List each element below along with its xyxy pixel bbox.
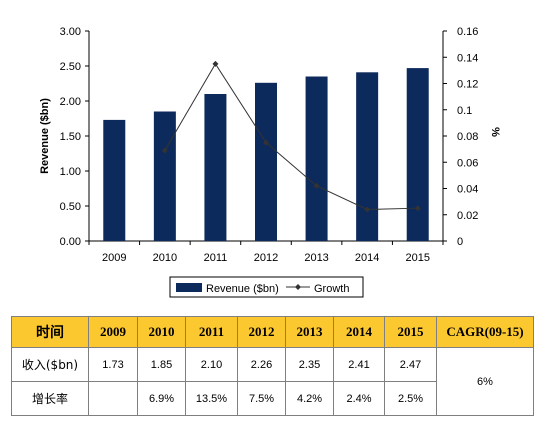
x-tick-label: 2011 <box>204 252 228 264</box>
legend-marker-growth <box>295 284 301 290</box>
header-cell-2014: 2014 <box>333 316 385 348</box>
growth-point <box>414 205 421 212</box>
legend-label-revenue: Revenue ($bn) <box>206 283 279 295</box>
revenue-cell-2015: 2.47 <box>384 347 437 382</box>
table-row-growth: 增长率 6.9% 13.5% 7.5% 4.2% 2.4% 2.5% <box>11 381 534 416</box>
growth-cell-2012: 7.5% <box>237 381 286 416</box>
x-tick-label: 2013 <box>304 252 328 264</box>
legend-label-growth: Growth <box>314 283 349 295</box>
growth-point <box>212 60 219 67</box>
growth-point <box>263 139 269 146</box>
revenue-bar <box>406 68 429 241</box>
data-table: 时间 2009 2010 2011 2012 2013 2014 2015 CA… <box>11 316 534 416</box>
header-cell-2015: 2015 <box>384 316 437 348</box>
right-tick-label: 0.04 <box>457 184 478 196</box>
revenue-cell-2010: 1.85 <box>137 347 186 382</box>
right-tick-label: 0.12 <box>457 79 478 91</box>
legend-swatch-revenue <box>176 283 202 292</box>
header-cell-time: 时间 <box>11 316 89 348</box>
growth-cell-2011: 13.5% <box>185 381 238 416</box>
revenue-bar <box>305 76 328 241</box>
x-tick-label: 2009 <box>102 252 126 264</box>
revenue-bar <box>255 82 277 241</box>
revenue-bar <box>153 111 176 241</box>
row-label-revenue: 收入($bn) <box>11 347 89 382</box>
header-cell-2011: 2011 <box>185 316 238 348</box>
growth-cell-2009 <box>88 381 138 416</box>
right-tick-label: 0.14 <box>457 52 478 64</box>
right-tick-label: 0.06 <box>457 157 478 169</box>
right-tick-label: 0.08 <box>457 131 478 143</box>
left-tick-label: 2.50 <box>60 61 81 73</box>
table-header-row: 时间 2009 2010 2011 2012 2013 2014 2015 CA… <box>11 316 534 348</box>
row-label-growth: 增长率 <box>11 381 89 416</box>
left-tick-label: 2.00 <box>60 96 81 108</box>
revenue-cell-2011: 2.10 <box>185 347 238 382</box>
chart-canvas: 0.00 0.50 1.00 1.50 2.00 2.50 3.00 0 0.02 0.04 0.0… <box>39 26 501 298</box>
growth-cell-2010: 6.9% <box>137 381 186 416</box>
combo-chart: 0.00 0.50 1.00 1.50 2.00 2.50 3.00 0 0.02 0.04 0.0… <box>39 26 501 298</box>
left-tick-label: 1.00 <box>60 166 81 178</box>
table-row-revenue: 收入($bn) 1.73 1.85 2.10 2.26 2.35 2.41 2.… <box>11 347 534 416</box>
x-tick-label: 2015 <box>405 252 429 264</box>
header-cell-2013: 2013 <box>285 316 334 348</box>
x-tick-label: 2010 <box>153 252 177 264</box>
growth-cell-2015: 2.5% <box>384 381 437 416</box>
header-cell-2009: 2009 <box>88 316 138 348</box>
revenue-cell-2014: 2.41 <box>333 347 385 382</box>
right-tick-label: 0.1 <box>457 105 472 117</box>
left-tick-label: 0.00 <box>60 236 81 248</box>
header-cell-2010: 2010 <box>137 316 186 348</box>
right-tick-label: 0.16 <box>457 26 478 38</box>
legend-box <box>169 276 364 298</box>
header-cell-cagr: CAGR(09-15) <box>436 316 534 348</box>
growth-line <box>164 62 418 211</box>
right-tick-label: 0 <box>457 236 463 248</box>
x-tick-label: 2012 <box>254 252 278 264</box>
revenue-bar <box>204 94 227 241</box>
left-tick-label: 0.50 <box>60 201 81 213</box>
revenue-cell-2012: 2.26 <box>237 347 286 382</box>
growth-cell-2013: 4.2% <box>285 381 334 416</box>
revenue-cell-2009: 1.73 <box>88 347 138 382</box>
right-axis-title: % <box>489 127 501 137</box>
left-tick-label: 3.00 <box>60 26 81 38</box>
growth-point <box>364 206 371 213</box>
growth-cell-2014: 2.4% <box>333 381 385 416</box>
left-tick-label: 1.50 <box>60 131 81 143</box>
growth-point <box>313 182 320 189</box>
header-cell-2012: 2012 <box>237 316 286 348</box>
revenue-bar <box>356 72 379 241</box>
growth-point <box>161 147 168 154</box>
right-tick-label: 0.02 <box>457 210 478 222</box>
x-tick-label: 2014 <box>355 252 379 264</box>
cagr-value-cell: 6% <box>436 347 534 416</box>
revenue-cell-2013: 2.35 <box>285 347 334 382</box>
revenue-bar <box>103 119 126 241</box>
left-axis-title: Revenue ($bn) <box>39 98 51 174</box>
